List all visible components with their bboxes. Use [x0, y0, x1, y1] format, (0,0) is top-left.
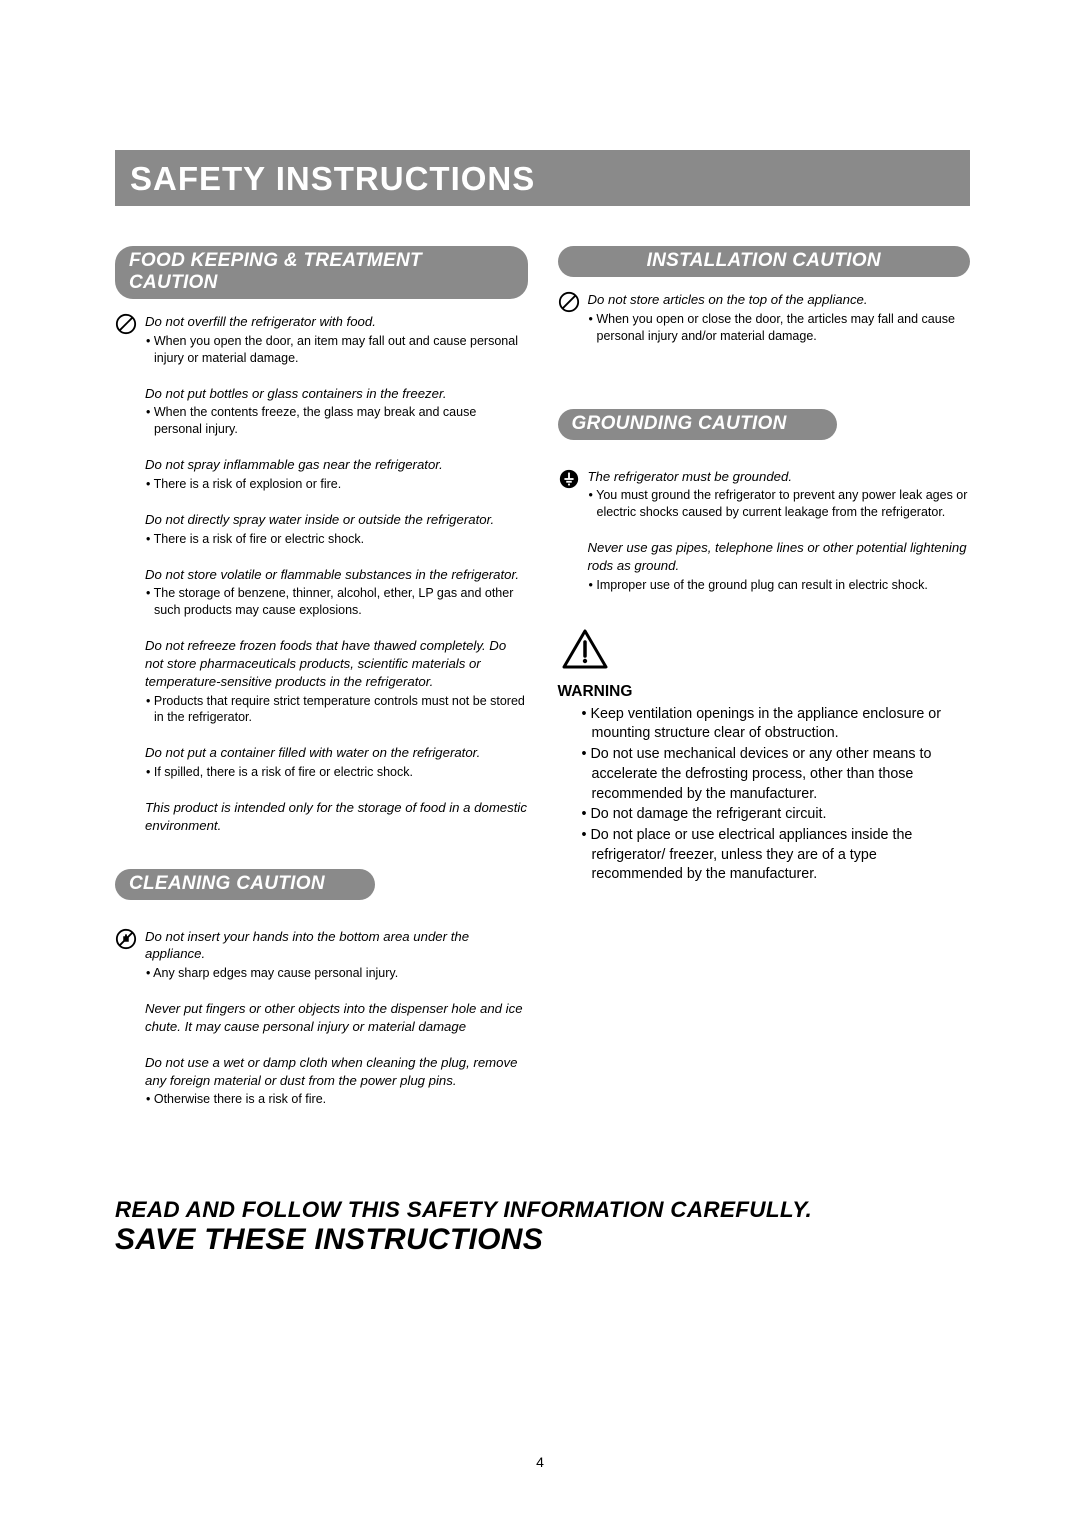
item-lead: Do not store articles on the top of the … [588, 291, 971, 309]
item-lead: Never use gas pipes, telephone lines or … [588, 539, 971, 575]
item-lead: Do not store volatile or flammable subst… [145, 566, 528, 584]
installation-item: Do not store articles on the top of the … [558, 291, 971, 345]
grounding-item: Never use gas pipes, telephone lines or … [558, 539, 971, 594]
cleaning-item: Do not use a wet or damp cloth when clea… [115, 1054, 528, 1109]
installation-section: INSTALLATION CAUTION Do not store articl… [558, 246, 971, 345]
footer-line-2: SAVE THESE INSTRUCTIONS [115, 1223, 970, 1257]
warning-item: Do not use mechanical devices or any oth… [582, 745, 971, 804]
item-lead: Do not put a container filled with water… [145, 744, 528, 762]
item-lead: Never put fingers or other objects into … [145, 1000, 528, 1036]
title-bar: SAFETY INSTRUCTIONS [115, 150, 970, 206]
item-lead: This product is intended only for the st… [145, 799, 528, 835]
item-sub: You must ground the refrigerator to prev… [588, 487, 971, 521]
footer-block: READ AND FOLLOW THIS SAFETY INFORMATION … [115, 1197, 970, 1257]
item-lead: Do not refreeze frozen foods that have t… [145, 637, 528, 690]
food-item: Do not put a container filled with water… [115, 744, 528, 781]
item-lead: Do not spray inflammable gas near the re… [145, 456, 528, 474]
item-sub: If spilled, there is a risk of fire or e… [145, 764, 528, 781]
cleaning-item: Do not insert your hands into the bottom… [115, 928, 528, 983]
item-sub: There is a risk of fire or electric shoc… [145, 531, 528, 548]
food-heading: FOOD KEEPING & TREATMENT CAUTION [115, 246, 528, 299]
food-item: Do not directly spray water inside or ou… [115, 511, 528, 548]
food-section: FOOD KEEPING & TREATMENT CAUTION Do not … [115, 246, 528, 835]
food-item: Do not overfill the refrigerator with fo… [115, 313, 528, 367]
warning-section: WARNING Keep ventilation openings in the… [558, 628, 971, 885]
grounding-heading: GROUNDING CAUTION [558, 409, 837, 440]
warning-item: Do not place or use electrical appliance… [582, 826, 971, 885]
item-sub: There is a risk of explosion or fire. [145, 476, 528, 493]
item-lead: The refrigerator must be grounded. [588, 468, 971, 486]
right-column: INSTALLATION CAUTION Do not store articl… [558, 246, 971, 1142]
item-lead: Do not overfill the refrigerator with fo… [145, 313, 528, 331]
item-sub: When you open the door, an item may fall… [145, 333, 528, 367]
item-lead: Do not put bottles or glass containers i… [145, 385, 528, 403]
warning-item: Do not damage the refrigerant circuit. [582, 805, 971, 825]
grounding-section: GROUNDING CAUTION The refrigerator must … [558, 409, 971, 594]
no-hand-icon [115, 928, 139, 952]
warning-triangle-icon [561, 628, 971, 675]
installation-heading: INSTALLATION CAUTION [558, 246, 971, 277]
item-lead: Do not directly spray water inside or ou… [145, 511, 528, 529]
item-sub: The storage of benzene, thinner, alcohol… [145, 585, 528, 619]
cleaning-item: Never put fingers or other objects into … [115, 1000, 528, 1036]
content-columns: FOOD KEEPING & TREATMENT CAUTION Do not … [115, 246, 970, 1142]
item-lead: Do not insert your hands into the bottom… [145, 928, 528, 964]
prohibit-icon [115, 313, 139, 337]
food-item: This product is intended only for the st… [115, 799, 528, 835]
food-item: Do not refreeze frozen foods that have t… [115, 637, 528, 726]
food-item: Do not put bottles or glass containers i… [115, 385, 528, 439]
page-number: 4 [0, 1454, 1080, 1470]
food-item: Do not spray inflammable gas near the re… [115, 456, 528, 493]
page-title: SAFETY INSTRUCTIONS [130, 160, 535, 197]
ground-icon [558, 468, 582, 492]
footer-line-1: READ AND FOLLOW THIS SAFETY INFORMATION … [115, 1197, 970, 1223]
item-lead: Do not use a wet or damp cloth when clea… [145, 1054, 528, 1090]
warning-item: Keep ventilation openings in the applian… [582, 705, 971, 744]
left-column: FOOD KEEPING & TREATMENT CAUTION Do not … [115, 246, 528, 1142]
prohibit-icon [558, 291, 582, 315]
item-sub: Improper use of the ground plug can resu… [588, 577, 971, 594]
food-item: Do not store volatile or flammable subst… [115, 566, 528, 620]
item-sub: Products that require strict temperature… [145, 693, 528, 727]
item-sub: Any sharp edges may cause personal injur… [145, 965, 528, 982]
item-sub: Otherwise there is a risk of fire. [145, 1091, 528, 1108]
cleaning-heading: CLEANING CAUTION [115, 869, 375, 900]
grounding-item: The refrigerator must be grounded. You m… [558, 468, 971, 522]
warning-heading: WARNING [558, 683, 971, 701]
item-sub: When the contents freeze, the glass may … [145, 404, 528, 438]
item-sub: When you open or close the door, the art… [588, 311, 971, 345]
cleaning-section: CLEANING CAUTION Do not insert your hand… [115, 869, 528, 1109]
warning-list: Keep ventilation openings in the applian… [558, 705, 971, 885]
